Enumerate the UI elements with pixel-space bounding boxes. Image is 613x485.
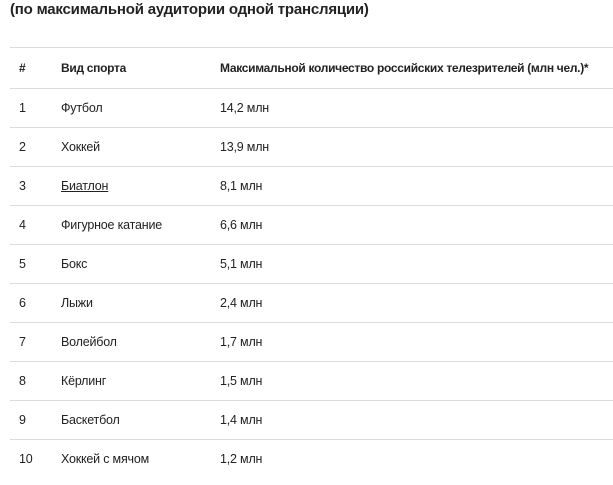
table-row: 1 Футбол 14,2 млн: [10, 88, 613, 128]
table-cell: 1,4 млн: [220, 400, 613, 440]
table-cell: 9: [10, 400, 61, 440]
table-cell: 8,1 млн: [220, 166, 613, 206]
table-cell: Волейбол: [61, 322, 220, 362]
table-row: 5 Бокс 5,1 млн: [10, 244, 613, 284]
table-cell: 3: [10, 166, 61, 206]
table-cell: Фигурное катание: [61, 205, 220, 245]
table-row: 10 Хоккей с мячом 1,2 млн: [10, 439, 613, 478]
table-cell: Баскетбол: [61, 400, 220, 440]
table-cell: 2,4 млн: [220, 283, 613, 323]
sport-link[interactable]: Биатлон: [61, 179, 109, 193]
table-row: 3 Биатлон 8,1 млн: [10, 166, 613, 206]
table-cell: 14,2 млн: [220, 88, 613, 128]
column-header: Вид спорта: [61, 47, 220, 89]
ratings-table: # Вид спорта Максимальной количество росси…: [10, 47, 613, 478]
table-cell: 6: [10, 283, 61, 323]
column-header: Максимальной количество российских телез…: [220, 47, 613, 89]
table-row: 8 Кёрлинг 1,5 млн: [10, 361, 613, 401]
column-header: #: [10, 47, 61, 89]
table-cell: 1,2 млн: [220, 439, 613, 478]
table-cell: 10: [10, 439, 61, 478]
table-cell: Бокс: [61, 244, 220, 284]
table-cell: 5,1 млн: [220, 244, 613, 284]
table-cell: 2: [10, 127, 61, 167]
table-row: 4 Фигурное катание 6,6 млн: [10, 205, 613, 245]
table-cell: Хоккей: [61, 127, 220, 167]
table-cell: 13,9 млн: [220, 127, 613, 167]
table-row: 9 Баскетбол 1,4 млн: [10, 400, 613, 440]
heading: (по максимальной аудитории одной трансля…: [10, 1, 369, 18]
table-cell: Кёрлинг: [61, 361, 220, 401]
table-cell: 1: [10, 88, 61, 128]
table-cell: 7: [10, 322, 61, 362]
table-cell: 4: [10, 205, 61, 245]
table-cell: 1,5 млн: [220, 361, 613, 401]
table-row: 7 Волейбол 1,7 млн: [10, 322, 613, 362]
table-cell: Хоккей с мячом: [61, 439, 220, 478]
table-cell: 6,6 млн: [220, 205, 613, 245]
table-cell: 8: [10, 361, 61, 401]
table-cell: 1,7 млн: [220, 322, 613, 362]
header-row: # Вид спорта Максимальной количество росси…: [10, 47, 613, 89]
table-row: 6 Лыжи 2,4 млн: [10, 283, 613, 323]
table-cell: 5: [10, 244, 61, 284]
table-cell: Биатлон: [61, 166, 220, 206]
table-cell: Лыжи: [61, 283, 220, 323]
table-cell: Футбол: [61, 88, 220, 128]
table-row: 2 Хоккей 13,9 млн: [10, 127, 613, 167]
